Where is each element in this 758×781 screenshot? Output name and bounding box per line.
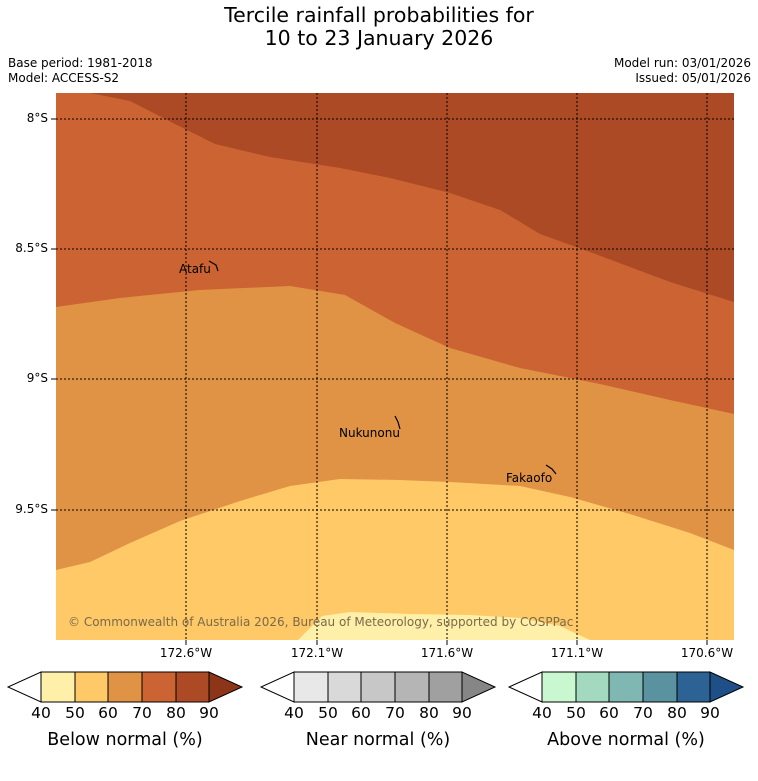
lat-label-9: 9°S	[26, 371, 48, 385]
meta-right: Model run: 03/01/2026 Issued: 05/01/2026	[614, 56, 751, 86]
zone-below-80-90	[56, 93, 734, 302]
lon-label-171-6: 171.6°W	[420, 646, 474, 660]
cb3-tick-60: 60	[599, 704, 619, 722]
atoll-atafu-shape	[208, 260, 219, 272]
cb1-tick-90: 90	[199, 704, 219, 722]
colorbar-above-normal	[507, 671, 745, 703]
title-line-2: 10 to 23 January 2026	[264, 26, 494, 50]
colorbar-below-70-80	[141, 671, 177, 703]
colorbar-above-60-70	[608, 671, 644, 703]
colorbar-near-40-50	[293, 671, 329, 703]
colorbar-title-above: Above normal (%)	[547, 730, 705, 750]
place-label-fakaofo: Fakaofo	[506, 471, 552, 485]
colorbar-below-40-50	[40, 671, 76, 703]
lat-label-8: 8°S	[26, 111, 48, 125]
colorbar-below-under	[6, 671, 42, 703]
cb1-tick-40: 40	[31, 704, 51, 722]
colorbar-near-70-80	[394, 671, 430, 703]
atoll-nukunonu-shape	[394, 415, 401, 430]
atoll-fakaofo-shape	[545, 464, 557, 475]
colorbar-above-40-50	[541, 671, 577, 703]
cb3-tick-80: 80	[667, 704, 687, 722]
title-line-1: Tercile rainfall probabilities for	[224, 3, 534, 27]
map-area: Atafu Nukunonu Fakaofo © Commonwealth of…	[56, 93, 734, 640]
cb3-tick-70: 70	[633, 704, 653, 722]
lat-label-8-5: 8.5°S	[15, 241, 48, 255]
colorbar-near-60-70	[360, 671, 396, 703]
colorbar-above-over	[709, 671, 745, 703]
lon-label-172-6: 172.6°W	[159, 646, 213, 660]
cb1-tick-80: 80	[166, 704, 186, 722]
issued-date: Issued: 05/01/2026	[635, 71, 751, 85]
colorbar-near-normal	[259, 671, 497, 703]
copyright-notice: © Commonwealth of Australia 2026, Bureau…	[68, 615, 573, 629]
cb2-tick-70: 70	[385, 704, 405, 722]
lon-label-170-6: 170.6°W	[680, 646, 734, 660]
colorbar-below-50-60	[74, 671, 109, 703]
colorbar-near-over	[461, 671, 497, 703]
lon-ticks	[185, 640, 708, 645]
lon-label-171-1: 171.1°W	[550, 646, 604, 660]
cb1-tick-50: 50	[65, 704, 85, 722]
lon-label-172-1: 172.1°W	[290, 646, 344, 660]
model-name: Model: ACCESS-S2	[8, 71, 120, 85]
colorbar-near-80-90	[428, 671, 463, 703]
cb3-tick-40: 40	[532, 704, 552, 722]
cb1-tick-60: 60	[98, 704, 118, 722]
meta-left: Base period: 1981-2018 Model: ACCESS-S2	[8, 56, 153, 86]
cb2-tick-50: 50	[318, 704, 338, 722]
colorbar-below-80-90	[175, 671, 210, 703]
place-label-atafu: Atafu	[179, 262, 211, 276]
chart-title: Tercile rainfall probabilities for 10 to…	[0, 4, 758, 50]
colorbar-above-under	[507, 671, 543, 703]
base-period: Base period: 1981-2018	[8, 56, 153, 70]
colorbar-title-near: Near normal (%)	[305, 730, 451, 750]
cb2-tick-90: 90	[452, 704, 472, 722]
cb3-tick-90: 90	[700, 704, 720, 722]
model-run: Model run: 03/01/2026	[613, 56, 751, 70]
colorbar-above-80-90	[676, 671, 711, 703]
grid-lines	[56, 93, 734, 640]
atoll-outlines	[208, 260, 557, 475]
cb1-tick-70: 70	[132, 704, 152, 722]
lat-label-9-5: 9.5°S	[15, 502, 48, 516]
colorbar-near-50-60	[327, 671, 362, 703]
lat-ticks	[51, 118, 56, 511]
colorbar-above-50-60	[575, 671, 610, 703]
cb3-tick-50: 50	[566, 704, 586, 722]
place-label-nukunonu: Nukunonu	[339, 426, 400, 440]
colorbar-below-over	[208, 671, 244, 703]
colorbar-below-60-70	[107, 671, 143, 703]
cb2-tick-60: 60	[351, 704, 371, 722]
cb2-tick-80: 80	[419, 704, 439, 722]
colorbar-above-70-80	[642, 671, 678, 703]
zone-below-50-60	[56, 479, 734, 640]
zone-below-40-50	[298, 612, 590, 640]
colorbar-near-under	[259, 671, 295, 703]
colorbar-title-below: Below normal (%)	[47, 730, 203, 750]
cb2-tick-40: 40	[284, 704, 304, 722]
colorbar-below-normal	[6, 671, 244, 703]
